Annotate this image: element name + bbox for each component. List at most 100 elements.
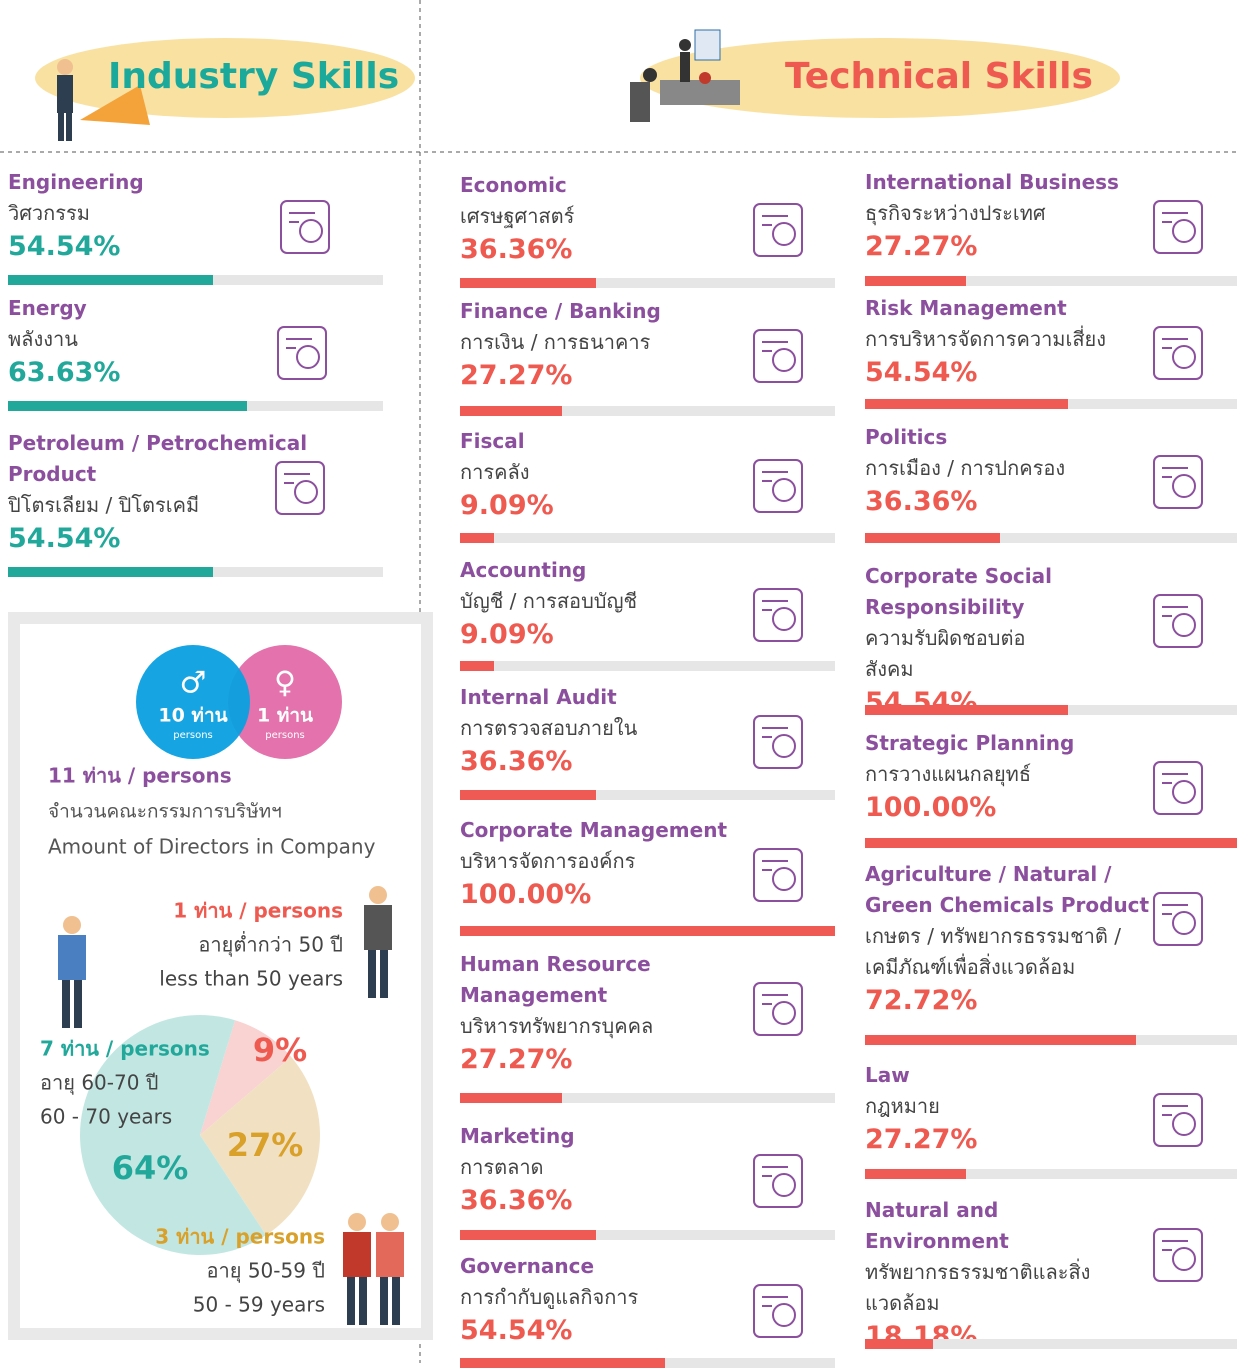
bar-track — [460, 1358, 835, 1368]
bar — [865, 1035, 1136, 1045]
skill-item: Governanceการกำกับดูแลกิจการ54.54% — [460, 1251, 830, 1349]
icon — [1154, 595, 1202, 647]
skill-thai: ความรับผิดชอบต่อสังคม — [865, 623, 1065, 685]
bar — [865, 1169, 966, 1179]
skill-name: International Business — [865, 167, 1155, 198]
bar-track — [865, 399, 1237, 409]
person-figure — [58, 916, 86, 1028]
skill-name: Human Resource Management — [460, 949, 680, 1011]
skill-thai: การกำกับดูแลกิจการ — [460, 1282, 830, 1313]
gender-count: 10 ท่าน — [158, 705, 227, 727]
group-english: 50 - 59 years — [193, 1293, 325, 1317]
bar — [460, 790, 596, 800]
skill-name: Risk Management — [865, 293, 1155, 324]
gender-symbol: ♂ — [180, 666, 207, 701]
bar-track — [865, 838, 1237, 848]
bar — [460, 278, 596, 288]
section-title: Technical Skills — [785, 56, 1093, 97]
skill-thai: การเมือง / การปกครอง — [865, 453, 1155, 484]
skill-name: Economic — [460, 170, 830, 201]
skill-name: Finance / Banking — [460, 296, 830, 327]
group-thai: อายุ 60-70 ปี — [40, 1071, 159, 1096]
bar-track — [865, 705, 1237, 715]
skill-percent: 36.36% — [865, 484, 1155, 520]
skill-item: Agriculture / Natural / Green Chemicals … — [865, 859, 1155, 1019]
skill-name: Corporate Management — [460, 815, 830, 846]
icon — [1154, 762, 1202, 814]
skill-thai: บริหารจัดการองค์กร — [460, 846, 830, 877]
bar-track — [460, 661, 835, 671]
skill-item: Politicsการเมือง / การปกครอง36.36% — [865, 422, 1155, 520]
person-body — [58, 935, 86, 980]
directors-total: 11 ท่าน / persons — [48, 764, 232, 788]
skill-name: Fiscal — [460, 426, 830, 457]
group-thai: อายุต่ำกว่า 50 ปี — [198, 931, 343, 958]
icon-shape — [1173, 1113, 1195, 1135]
bar-track — [865, 1169, 1237, 1179]
skill-thai: บริหารทรัพยากรบุคคล — [460, 1011, 680, 1042]
bar — [460, 406, 562, 416]
gender-symbol: ♀ — [274, 666, 296, 701]
person-head — [348, 1213, 366, 1231]
gender-unit: persons — [173, 730, 213, 741]
pie-label: 9% — [253, 1031, 307, 1069]
person-figure — [376, 1213, 404, 1325]
bar-track — [8, 401, 383, 411]
person-leg — [347, 1277, 355, 1325]
skill-item: Marketingการตลาด36.36% — [460, 1121, 830, 1219]
skill-item: Lawกฎหมาย27.27% — [865, 1060, 1155, 1158]
person-leg — [74, 980, 82, 1028]
icon-shape — [1173, 220, 1195, 242]
gender-count: 1 ท่าน — [257, 705, 313, 727]
person-head — [381, 1213, 399, 1231]
bar-track — [460, 926, 835, 936]
skill-percent: 18.18% — [865, 1319, 1095, 1355]
skill-name: Internal Audit — [460, 682, 830, 713]
person-leg — [392, 1277, 400, 1325]
bar-track — [8, 567, 383, 577]
bar — [8, 275, 213, 285]
bar-track — [460, 406, 835, 416]
skill-percent: 63.63% — [8, 355, 308, 391]
bar — [460, 1093, 562, 1103]
skill-percent: 36.36% — [460, 744, 830, 780]
gender-unit: persons — [265, 730, 305, 741]
skill-percent: 100.00% — [460, 877, 830, 913]
skill-percent: 27.27% — [865, 1122, 1155, 1158]
skill-thai: เศรษฐศาสตร์ — [460, 201, 830, 232]
skill-name: Engineering — [8, 167, 308, 198]
skill-item: Fiscalการคลัง9.09% — [460, 426, 830, 524]
skill-name: Politics — [865, 422, 1155, 453]
person-head — [63, 916, 81, 934]
skill-name: Natural and Environment — [865, 1195, 1095, 1257]
skill-thai: วิศวกรรม — [8, 198, 308, 229]
person-leg — [368, 950, 376, 998]
icon-shape — [1173, 912, 1195, 934]
bar-track — [460, 278, 835, 288]
bar — [865, 705, 1068, 715]
icon — [1154, 1229, 1202, 1281]
icon-shape — [1173, 781, 1195, 803]
skill-thai: การวางแผนกลยุทธ์ — [865, 759, 1155, 790]
icon-shape — [773, 1002, 795, 1024]
bar — [460, 1230, 596, 1240]
skill-percent: 54.54% — [865, 685, 1065, 721]
pie-label: 64% — [112, 1149, 189, 1187]
skill-name: Law — [865, 1060, 1155, 1091]
person-figure — [343, 1213, 371, 1325]
person-leg — [62, 980, 70, 1028]
skill-thai: ทรัพยากรธรรมชาติและสิ่งแวดล้อม — [865, 1257, 1095, 1319]
bar — [8, 401, 247, 411]
skill-name: Agriculture / Natural / Green Chemicals … — [865, 859, 1155, 921]
person-figure — [364, 886, 392, 998]
bar — [460, 533, 494, 543]
skill-percent: 9.09% — [460, 617, 830, 653]
skill-thai: บัญชี / การสอบบัญชี — [460, 586, 830, 617]
person-body — [364, 905, 392, 950]
skill-percent: 36.36% — [460, 232, 830, 268]
